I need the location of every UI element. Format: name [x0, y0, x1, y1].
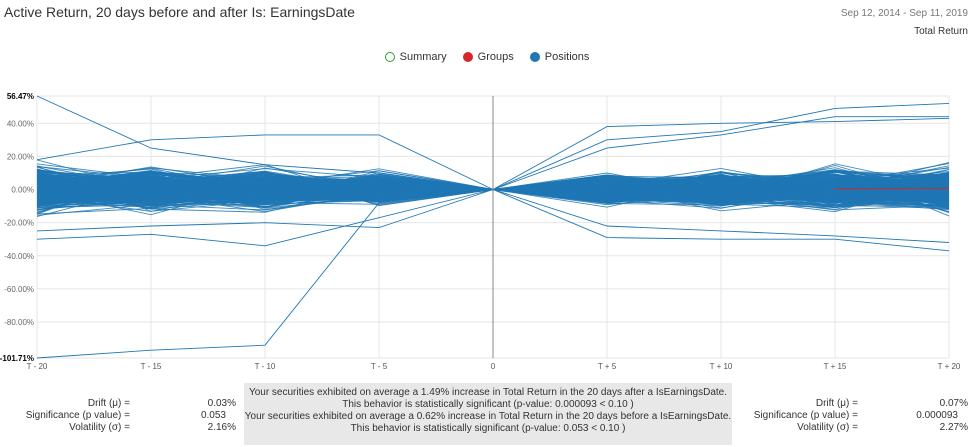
stats-before: Drift (μ) = 0.03% Significance (p value) … — [10, 398, 236, 434]
drift-value: 0.03% — [207, 398, 236, 409]
summary-line-after-significance: This behavior is statistically significa… — [342, 399, 634, 410]
legend-summary[interactable]: Summary — [384, 51, 447, 63]
position-line — [36, 189, 494, 359]
summary-marker-icon — [384, 52, 395, 62]
legend-groups[interactable]: Groups — [462, 51, 514, 63]
summary-line-before-significance: This behavior is statistically significa… — [350, 423, 626, 434]
position-line — [492, 189, 950, 243]
significance-label: Significance (p value) = — [25, 410, 130, 421]
position-line — [36, 134, 494, 190]
stats-after: Drift (μ) = 0.07% Significance (p value) … — [738, 398, 968, 434]
x-tick-label: T + 10 — [710, 362, 733, 371]
significance-value: 0.000093 — [916, 410, 958, 421]
x-tick-label: T - 5 — [371, 362, 388, 371]
line-chart: 56.47% 40.00% 20.00% 0.00% -20.00% -40.00% -60… — [0, 92, 961, 371]
volatility-value: 2.27% — [939, 422, 968, 433]
y-tick-label: -101.71% — [0, 354, 34, 363]
significance-label: Significance (p value) = — [753, 410, 858, 421]
volatility-value: 2.16% — [207, 422, 236, 433]
y-tick-label: 40.00% — [7, 119, 34, 128]
drift-label: Drift (μ) = — [87, 398, 130, 409]
y-tick-label: -20.00% — [4, 219, 34, 228]
group-line — [834, 187, 950, 190]
position-line — [492, 189, 950, 252]
x-tick-label: T + 5 — [598, 362, 617, 371]
x-tick-label: 0 — [491, 362, 496, 371]
y-tick-label: 0.00% — [11, 186, 34, 195]
legend-positions-label: Positions — [544, 51, 590, 63]
date-range: Sep 12, 2014 - Sep 11, 2019 — [840, 8, 968, 19]
position-line — [36, 189, 494, 232]
x-tick-label: T + 20 — [938, 362, 961, 371]
summary-box: Your securities exhibited on average a 1… — [244, 383, 732, 445]
y-tick-label: 56.47% — [7, 92, 34, 101]
legend-summary-label: Summary — [399, 51, 447, 63]
x-tick-label: T - 15 — [141, 362, 162, 371]
drift-value: 0.07% — [939, 398, 968, 409]
position-line — [492, 117, 950, 190]
y-tick-label: -40.00% — [4, 252, 34, 261]
position-line — [492, 102, 950, 190]
position-line — [36, 189, 494, 247]
x-tick-label: T - 20 — [27, 362, 48, 371]
x-tick-label: T + 15 — [824, 362, 847, 371]
volatility-label: Volatility (σ) = — [797, 422, 858, 433]
legend-groups-label: Groups — [477, 51, 514, 63]
y-tick-label: -60.00% — [4, 285, 34, 294]
drift-label: Drift (μ) = — [815, 398, 858, 409]
metric-label: Total Return — [914, 26, 968, 37]
summary-line-after: Your securities exhibited on average a 1… — [248, 387, 728, 398]
position-line — [36, 95, 494, 190]
y-tick-label: 20.00% — [7, 152, 34, 161]
y-tick-label: -80.00% — [4, 318, 34, 327]
x-tick-label: T - 10 — [255, 362, 276, 371]
significance-value: 0.053 — [200, 410, 226, 421]
groups-marker-icon — [462, 52, 473, 62]
legend: Summary Groups Positions — [0, 51, 974, 63]
summary-line-before: Your securities exhibited on average a 0… — [244, 411, 732, 422]
position-line — [492, 116, 949, 190]
legend-positions[interactable]: Positions — [529, 51, 590, 63]
volatility-label: Volatility (σ) = — [69, 422, 130, 433]
chart-title: Active Return, 20 days before and after … — [4, 4, 355, 20]
positions-marker-icon — [529, 52, 540, 62]
